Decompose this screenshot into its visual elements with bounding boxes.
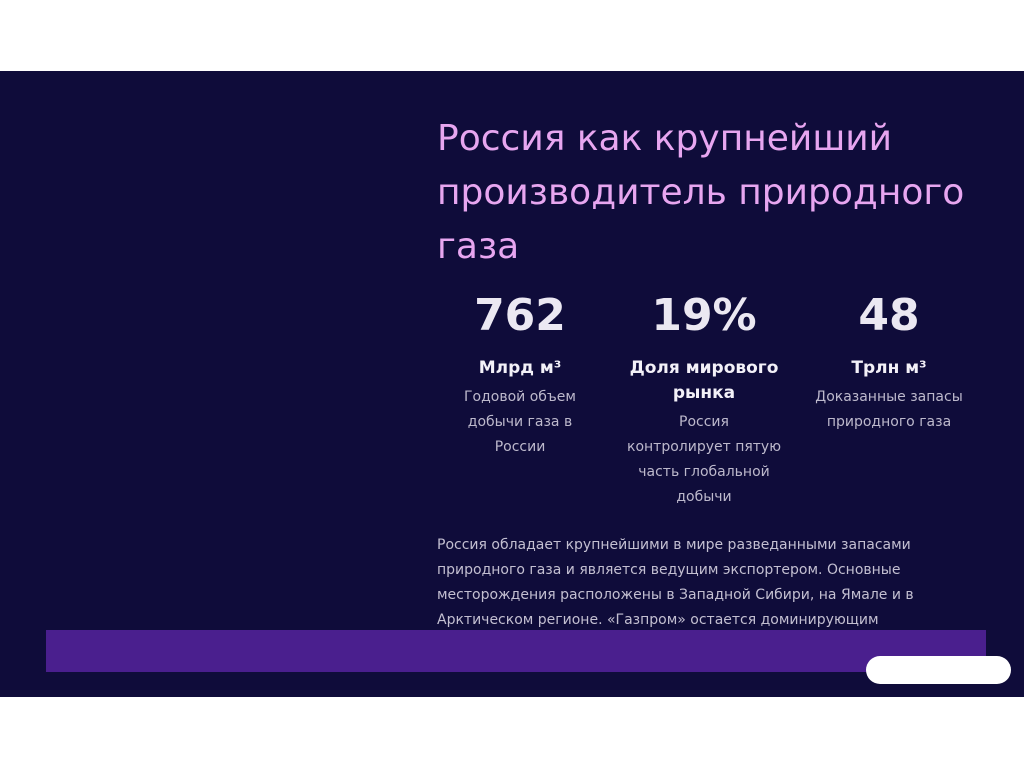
stat-label: Трлн м³ (804, 356, 974, 381)
paragraph-line: Россия обладает крупнейшими в мире разве… (437, 537, 911, 553)
watermark-pill (866, 656, 1011, 684)
stat-desc-line: Доказанные запасы (815, 389, 963, 405)
title-line: производитель природного (437, 172, 965, 213)
title-line: газа (437, 226, 520, 267)
stat-desc-line: добычи газа в (467, 414, 573, 430)
stat-desc-line: добычи (676, 489, 732, 505)
stat-value: 762 (474, 290, 566, 341)
paragraph-line: Арктическом регионе. «Газпром» остается … (437, 612, 879, 628)
title-line: Россия как крупнейший (437, 118, 893, 159)
stat-description: Доказанные запасы природного газа (804, 385, 974, 435)
stat-label-line: рынка (672, 383, 736, 403)
paragraph-line: природного газа и является ведущим экспо… (437, 562, 901, 578)
stat-market-share: 19% Доля мирового рынка Россия контролир… (619, 288, 789, 510)
stat-value: 48 (858, 290, 920, 341)
slide-title: Россия как крупнейший производитель прир… (437, 112, 997, 274)
stat-label: Млрд м³ (435, 356, 605, 381)
purple-banner (46, 630, 986, 672)
stat-desc-line: Годовой объем (464, 389, 576, 405)
stat-production: 762 Млрд м³ Годовой объем добычи газа в … (435, 288, 605, 460)
stat-label-line: Доля мирового (629, 358, 779, 378)
stat-desc-line: контролирует пятую (626, 439, 782, 455)
stat-desc-line: часть глобальной (638, 464, 770, 480)
stat-label-line: Млрд м³ (478, 358, 562, 378)
slide (0, 71, 1024, 697)
stat-description: Россия контролирует пятую часть глобальн… (619, 410, 789, 510)
stat-value: 19% (651, 290, 757, 341)
stat-desc-line: природного газа (826, 414, 952, 430)
stat-description: Годовой объем добычи газа в России (435, 385, 605, 460)
body-paragraph: Россия обладает крупнейшими в мире разве… (437, 533, 977, 633)
stat-desc-line: Россия (679, 414, 729, 430)
stat-desc-line: России (494, 439, 546, 455)
stat-label: Доля мирового рынка (619, 356, 789, 406)
paragraph-line: месторождения расположены в Западной Сиб… (437, 587, 914, 603)
stat-label-line: Трлн м³ (851, 358, 927, 378)
stat-reserves: 48 Трлн м³ Доказанные запасы природного … (804, 288, 974, 435)
